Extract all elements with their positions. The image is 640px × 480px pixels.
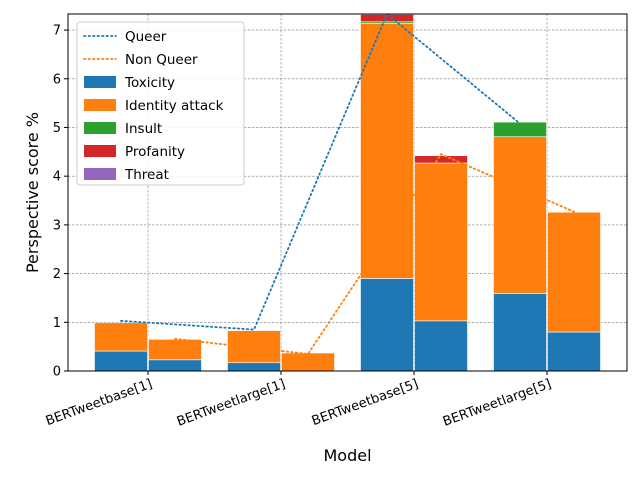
y-tick-label: 7 (53, 24, 61, 39)
x-tick-label: BERTweetlarge[5] (441, 377, 553, 430)
bar-identity-attack-queer (360, 22, 414, 279)
bar-identity-attack-queer (493, 136, 547, 294)
y-tick-label: 2 (53, 267, 61, 282)
x-tick-label: BERTweetbase[1] (44, 377, 155, 429)
bar-insult-queer (493, 121, 547, 138)
legend-swatch-bar (84, 145, 116, 157)
y-tick-label: 1 (53, 316, 61, 331)
legend-label: Profanity (125, 144, 185, 160)
legend-swatch-bar (84, 122, 116, 134)
bar-identity-attack-non-queer (547, 211, 601, 333)
y-tick-label: 0 (53, 365, 61, 380)
legend-label: Identity attack (125, 98, 224, 114)
bar-identity-attack-non-queer (281, 352, 335, 372)
bar-identity-attack-non-queer (148, 339, 202, 361)
legend-label: Threat (124, 167, 169, 183)
bar-toxicity-non-queer (148, 359, 202, 372)
x-tick-label: BERTweetbase[5] (310, 377, 421, 429)
bars (94, 14, 601, 372)
legend-label: Queer (125, 29, 167, 45)
y-tick-label: 4 (53, 170, 61, 185)
y-axis-ticks: 0 1 2 3 4 5 6 7 (53, 24, 68, 380)
bar-toxicity-non-queer (414, 320, 468, 372)
legend-swatch-bar (84, 168, 116, 180)
bar-toxicity-queer (360, 278, 414, 372)
trend-lines (120, 12, 575, 355)
legend-swatch-bar (84, 76, 116, 88)
y-tick-label: 6 (53, 72, 61, 87)
bar-profanity-non-queer (414, 155, 468, 164)
y-tick-label: 5 (53, 121, 61, 136)
bar-toxicity-queer (94, 350, 148, 372)
plot-frame (67, 13, 628, 372)
x-axis-label: Model (323, 446, 371, 465)
legend-label: Insult (125, 121, 162, 137)
legend-box (76, 21, 245, 186)
bar-toxicity-queer (227, 362, 281, 372)
y-tick-label: 3 (53, 218, 61, 233)
line-queer (120, 12, 521, 331)
y-axis-label: Perspective score % (23, 112, 42, 273)
line-non-queer (174, 153, 575, 355)
legend-label: Non Queer (125, 52, 198, 68)
x-axis-ticks: BERTweetbase[1] BERTweetlarge[1] BERTweetb… (44, 371, 553, 430)
legend: Queer Non Queer Toxicity Identity attack Ins… (76, 21, 245, 186)
bar-toxicity-non-queer (547, 331, 601, 372)
bar-identity-attack-non-queer (414, 162, 468, 322)
bar-toxicity-queer (493, 293, 547, 372)
x-tick-label: BERTweetlarge[1] (175, 377, 287, 430)
legend-swatch-bar (84, 99, 116, 111)
bar-identity-attack-queer (227, 330, 281, 364)
bar-identity-attack-queer (94, 322, 148, 352)
legend-label: Toxicity (124, 75, 175, 91)
